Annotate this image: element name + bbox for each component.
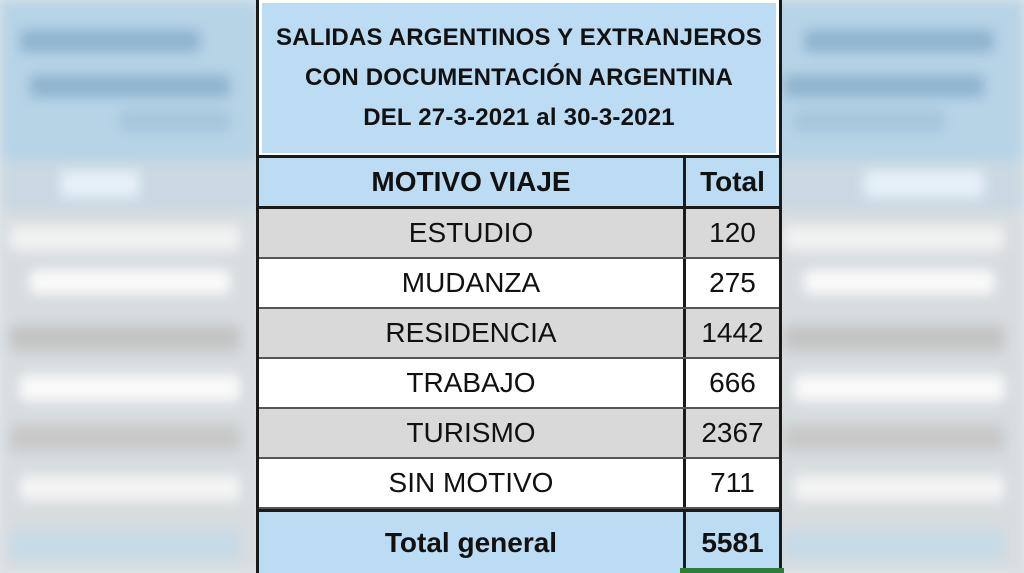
table-row: TRABAJO 666 <box>259 359 779 409</box>
table-footer-row: Total general 5581 <box>259 509 779 573</box>
row-total-cell: 2367 <box>683 409 779 457</box>
table-row: RESIDENCIA 1442 <box>259 309 779 359</box>
table-row: ESTUDIO 120 <box>259 209 779 259</box>
row-motivo-cell: MUDANZA <box>401 267 541 298</box>
row-total-cell: 275 <box>683 259 779 307</box>
row-total-cell: 1442 <box>683 309 779 357</box>
table-row: TURISMO 2367 <box>259 409 779 459</box>
footer-total: 5581 <box>683 512 779 573</box>
title-line-3: DEL 27-3-2021 al 30-3-2021 <box>363 104 675 131</box>
footer-label: Total general <box>384 526 558 558</box>
column-header-total: Total <box>683 158 779 206</box>
row-total-cell: 120 <box>683 209 779 257</box>
table-row: MUDANZA 275 <box>259 259 779 309</box>
row-total-cell: 666 <box>683 359 779 407</box>
data-table: MOTIVO VIAJE Total ESTUDIO 120 MUDANZA 275 R… <box>259 155 779 573</box>
title-line-2: CON DOCUMENTACIÓN ARGENTINA <box>304 64 734 91</box>
blurred-background-right <box>764 0 1024 573</box>
table-panel: SALIDAS ARGENTINOS Y EXTRANJEROS CON DOC… <box>256 0 782 573</box>
table-row: SIN MOTIVO 711 <box>259 459 779 509</box>
row-motivo-cell: RESIDENCIA <box>385 317 557 348</box>
row-motivo-cell: TURISMO <box>406 417 536 448</box>
column-header-motivo: MOTIVO VIAJE <box>371 166 571 197</box>
row-total-cell: 711 <box>683 459 779 507</box>
cell-selection-marker <box>680 568 784 573</box>
row-motivo-cell: TRABAJO <box>406 367 536 398</box>
row-motivo-cell: ESTUDIO <box>408 217 534 248</box>
title-line-1: SALIDAS ARGENTINOS Y EXTRANJEROS <box>275 24 763 51</box>
table-header-row: MOTIVO VIAJE Total <box>259 155 779 209</box>
table-title: SALIDAS ARGENTINOS Y EXTRANJEROS CON DOC… <box>262 3 776 153</box>
blurred-background-left <box>0 0 260 573</box>
row-motivo-cell: SIN MOTIVO <box>388 467 554 498</box>
